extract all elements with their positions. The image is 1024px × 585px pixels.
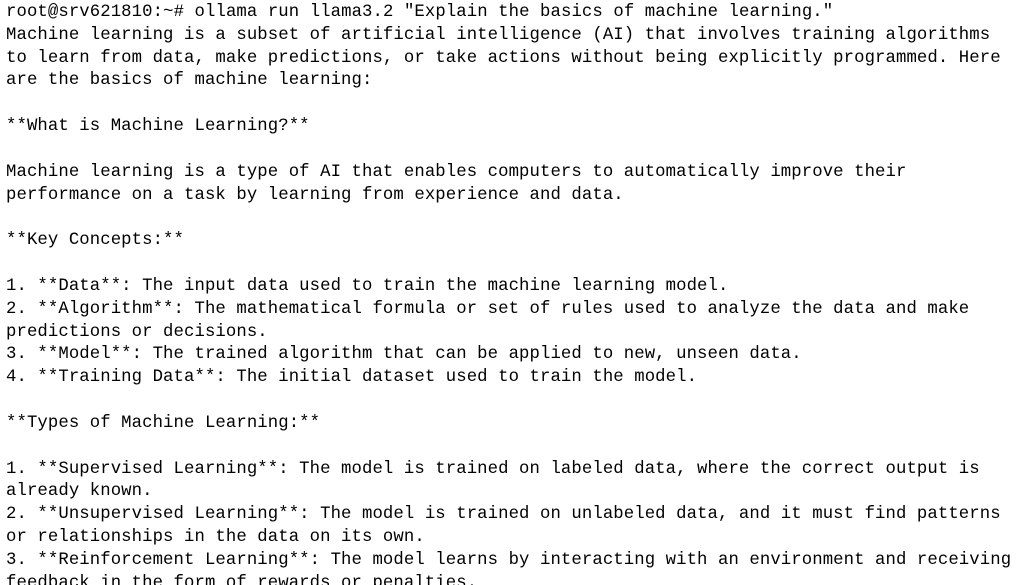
output-intro: Machine learning is a subset of artifici… xyxy=(6,26,1011,91)
body-what-is-ml: Machine learning is a type of AI that en… xyxy=(6,163,917,205)
terminal-output[interactable]: root@srv621810:~# ollama run llama3.2 "E… xyxy=(0,0,1024,585)
prompt-user-host: root@srv621810 xyxy=(6,3,153,22)
heading-types-ml: **Types of Machine Learning:** xyxy=(6,414,320,433)
type-3: 3. **Reinforcement Learning**: The model… xyxy=(6,551,1022,585)
type-2: 2. **Unsupervised Learning**: The model … xyxy=(6,505,1011,547)
type-1: 1. **Supervised Learning**: The model is… xyxy=(6,460,990,502)
key-concept-3: 3. **Model**: The trained algorithm that… xyxy=(6,345,802,364)
prompt-cwd: ~ xyxy=(163,3,173,22)
key-concept-1: 1. **Data**: The input data used to trai… xyxy=(6,277,728,296)
key-concept-2: 2. **Algorithm**: The mathematical formu… xyxy=(6,300,980,342)
heading-what-is-ml: **What is Machine Learning?** xyxy=(6,117,310,136)
prompt-char: # xyxy=(174,3,184,22)
shell-prompt: root@srv621810:~# ollama run llama3.2 "E… xyxy=(6,3,833,22)
command-text: ollama run llama3.2 "Explain the basics … xyxy=(195,3,834,22)
heading-key-concepts: **Key Concepts:** xyxy=(6,231,184,250)
key-concept-4: 4. **Training Data**: The initial datase… xyxy=(6,368,697,387)
